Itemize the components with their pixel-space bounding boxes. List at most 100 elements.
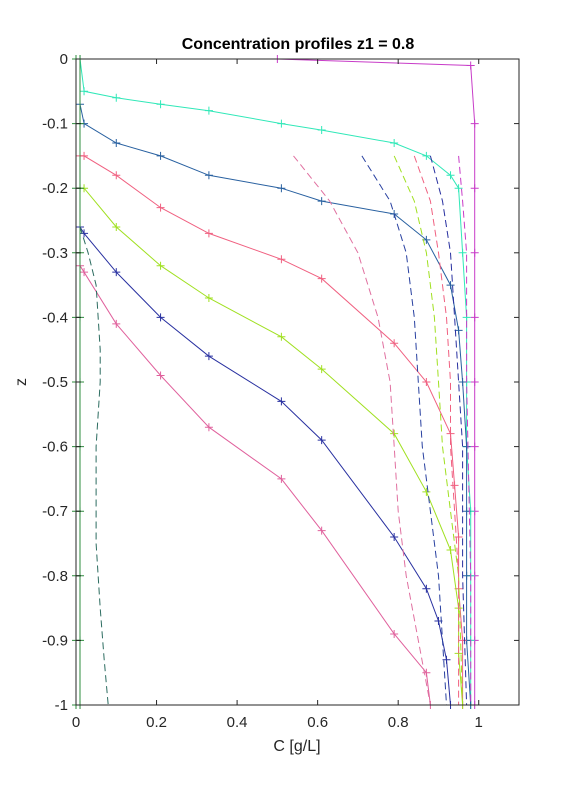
series-14	[413, 155, 460, 705]
data-point	[317, 436, 326, 445]
data-point	[390, 429, 399, 438]
data-point	[156, 261, 165, 270]
data-point	[112, 93, 121, 102]
data-point	[390, 533, 399, 542]
data-point	[442, 655, 451, 664]
series-15	[429, 155, 468, 706]
data-point	[470, 184, 479, 193]
x-axis-label: C [g/L]	[273, 738, 320, 755]
plot-frame	[75, 58, 520, 706]
data-point	[390, 629, 399, 638]
y-tick-label: -0.2	[42, 180, 68, 197]
data-point	[277, 119, 286, 128]
series-16	[458, 155, 472, 705]
series-line	[79, 226, 451, 706]
series-line	[293, 155, 431, 706]
y-tick-label: -0.6	[42, 439, 68, 456]
data-point	[204, 423, 213, 432]
data-point	[390, 339, 399, 348]
x-tick-label: 0.4	[227, 714, 248, 731]
data-point	[277, 474, 286, 483]
y-tick-label: -0.1	[42, 116, 68, 133]
data-point	[450, 481, 459, 490]
series-line	[79, 265, 431, 706]
series-5	[76, 184, 467, 709]
data-point	[458, 378, 467, 386]
data-point	[112, 268, 121, 277]
data-point	[112, 138, 121, 147]
x-tick-label: 0.8	[388, 714, 409, 731]
data-point	[470, 119, 479, 128]
y-tick-label: 0	[60, 51, 68, 68]
series-line	[80, 187, 464, 706]
data-point	[446, 545, 455, 554]
series-13	[393, 155, 464, 706]
data-point	[277, 332, 286, 341]
data-point	[317, 197, 326, 206]
data-point	[446, 171, 455, 180]
y-tick-label: -1	[55, 697, 68, 714]
data-point	[462, 442, 471, 451]
series-line	[79, 104, 472, 706]
data-point	[317, 126, 326, 135]
data-point	[204, 229, 213, 238]
series-4	[76, 151, 467, 709]
data-point	[317, 526, 326, 535]
data-point	[458, 248, 467, 257]
series-7	[76, 261, 435, 709]
x-tick-label: 1	[475, 714, 483, 731]
series-2	[76, 55, 475, 709]
x-tick-label: 0.2	[146, 714, 167, 731]
data-point	[422, 378, 431, 386]
series-line	[458, 155, 472, 705]
data-point	[80, 151, 89, 160]
series-12	[361, 155, 447, 706]
y-tick-label: -0.5	[42, 374, 68, 391]
data-point	[470, 313, 479, 322]
series-line	[393, 155, 464, 706]
data-point	[470, 378, 479, 386]
data-point	[80, 87, 89, 96]
data-point	[470, 248, 479, 257]
x-tick-label: 0	[72, 714, 80, 731]
data-point	[470, 442, 479, 451]
data-point	[204, 352, 213, 361]
series-3	[76, 100, 475, 709]
data-point	[422, 584, 431, 593]
data-point	[317, 274, 326, 283]
data-point	[112, 319, 121, 328]
series-line	[429, 155, 468, 706]
data-point	[454, 184, 463, 193]
series-layer	[72, 55, 479, 709]
series-line	[277, 58, 476, 705]
y-tick-label: -0.9	[42, 632, 68, 649]
data-point	[277, 255, 286, 264]
chart-title: Concentration profiles z1 = 0.8	[182, 36, 415, 53]
data-point	[80, 268, 89, 277]
y-tick-label: -0.8	[42, 568, 68, 585]
data-point	[462, 571, 471, 580]
y-tick-label: -0.3	[42, 245, 68, 262]
data-point	[204, 294, 213, 303]
data-point	[454, 326, 463, 335]
series-11	[293, 155, 431, 706]
data-point	[112, 171, 121, 180]
data-point	[156, 203, 165, 212]
data-point	[422, 668, 431, 677]
y-axis: 0 -0.1 -0.2 -0.3 -0.4 -0.5 -0.6 -0.7 -0.8 -0.9 -1	[42, 51, 519, 714]
data-point	[390, 138, 399, 147]
data-point	[277, 184, 286, 193]
data-point	[466, 61, 475, 70]
series-10	[79, 226, 109, 706]
data-point	[446, 281, 455, 290]
data-point	[204, 106, 213, 115]
data-point	[204, 171, 213, 180]
data-point	[458, 636, 467, 645]
series-line	[361, 155, 447, 706]
y-axis-label: z	[13, 378, 30, 386]
data-point	[156, 151, 165, 160]
x-axis: 0 0.2 0.4 0.6 0.8 1	[72, 59, 483, 731]
series-line	[79, 226, 109, 706]
series-line	[80, 155, 464, 705]
